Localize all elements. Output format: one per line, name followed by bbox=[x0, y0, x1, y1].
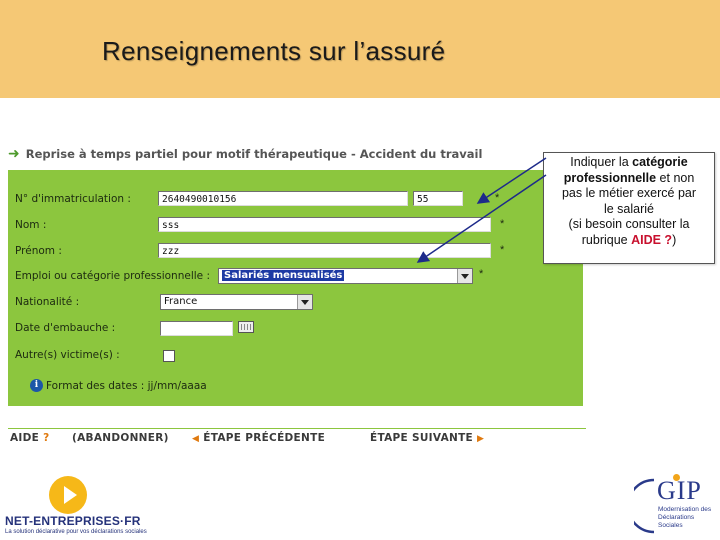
label-nationalite: Nationalité : bbox=[15, 296, 80, 308]
callout-text: ) bbox=[672, 232, 677, 247]
immatriculation-key-input[interactable]: 55 bbox=[413, 191, 463, 206]
label-autres-victimes: Autre(s) victime(s) : bbox=[15, 349, 120, 361]
gip-subtitle: Modernisation des Déclarations Sociales bbox=[658, 506, 711, 530]
nationalite-select[interactable]: France bbox=[160, 294, 313, 310]
chevron-down-icon[interactable] bbox=[457, 269, 472, 283]
prenom-input[interactable]: zzz bbox=[158, 243, 491, 258]
nom-input[interactable]: sss bbox=[158, 217, 491, 232]
net-entreprises-tagline: La solution déclarative pour vos déclara… bbox=[5, 529, 147, 535]
required-mark: * bbox=[495, 192, 500, 204]
callout-text: et non bbox=[656, 170, 695, 185]
callout-aide: AIDE ? bbox=[631, 232, 673, 247]
label-date-embauche: Date d'embauche : bbox=[15, 322, 116, 334]
label-immatriculation: N° d'immatriculation : bbox=[15, 193, 131, 205]
info-icon: i bbox=[30, 379, 43, 392]
required-mark: * bbox=[479, 268, 484, 280]
callout-arrow-lower bbox=[416, 174, 547, 263]
etape-precedente-link[interactable]: ◀ ÉTAPE PRÉCÉDENTE bbox=[192, 432, 325, 444]
aide-label: AIDE bbox=[10, 432, 40, 444]
callout-text: pas le métier exercé par bbox=[561, 186, 697, 200]
etape-suivante-link[interactable]: ÉTAPE SUIVANTE ▶ bbox=[370, 432, 484, 444]
emploi-select[interactable]: Salariés mensualisés bbox=[218, 268, 473, 284]
emploi-selected-value: Salariés mensualisés bbox=[222, 270, 345, 281]
etape-suivante-label: ÉTAPE SUIVANTE bbox=[370, 432, 474, 444]
label-nom: Nom : bbox=[15, 219, 47, 231]
gip-arc-icon bbox=[634, 478, 655, 534]
net-entreprises-logo: NET-ENTREPRISES·FR bbox=[5, 514, 141, 528]
gip-dot-icon bbox=[673, 474, 680, 481]
callout-text: (si besoin consulter la bbox=[568, 217, 690, 231]
callout-text: Indiquer la bbox=[570, 155, 633, 169]
slide-title: Renseignements sur l’assuré bbox=[102, 36, 446, 66]
calendar-icon[interactable] bbox=[238, 321, 254, 333]
callout-arrow-upper bbox=[476, 157, 547, 204]
autres-victimes-checkbox[interactable] bbox=[163, 350, 175, 362]
form-title: ➜ Reprise à temps partiel pour motif thér… bbox=[8, 146, 482, 162]
label-emploi: Emploi ou catégorie professionnelle : bbox=[15, 270, 210, 282]
callout-text: rubrique bbox=[581, 232, 632, 247]
chevron-down-icon[interactable] bbox=[297, 295, 312, 309]
label-prenom: Prénom : bbox=[15, 245, 62, 257]
nav-divider bbox=[8, 428, 586, 429]
immatriculation-input[interactable]: 2640490010156 bbox=[158, 191, 408, 206]
help-icon: ? bbox=[43, 432, 50, 444]
required-mark: * bbox=[500, 218, 505, 230]
date-embauche-input[interactable] bbox=[160, 321, 233, 336]
gip-subtitle-line: Déclarations bbox=[658, 514, 695, 521]
callout-text: le salarié bbox=[603, 201, 655, 216]
gip-subtitle-line: Modernisation des bbox=[658, 506, 712, 513]
gip-subtitle-line: Sociales bbox=[658, 522, 683, 529]
arrow-right-icon: ➜ bbox=[8, 146, 20, 162]
slide-banner: Renseignements sur l’assuré bbox=[0, 0, 720, 98]
aide-link[interactable]: AIDE ? bbox=[10, 432, 50, 444]
play-logo-icon bbox=[49, 476, 87, 514]
form-panel bbox=[8, 170, 583, 406]
abandonner-link[interactable]: (ABANDONNER) bbox=[72, 432, 169, 444]
instruction-callout: Indiquer la catégorie professionnelle et… bbox=[543, 152, 715, 264]
gip-logo: GIP bbox=[657, 476, 702, 505]
form-title-text: Reprise à temps partiel pour motif théra… bbox=[25, 147, 483, 161]
nationalite-selected-value: France bbox=[164, 296, 198, 307]
triangle-right-icon: ▶ bbox=[477, 434, 485, 444]
required-mark: * bbox=[500, 244, 505, 256]
callout-bold: catégorie bbox=[632, 155, 688, 169]
triangle-left-icon: ◀ bbox=[192, 434, 200, 444]
callout-bold: professionnelle bbox=[563, 170, 657, 185]
etape-precedente-label: ÉTAPE PRÉCÉDENTE bbox=[203, 432, 326, 444]
date-format-note: Format des dates : jj/mm/aaaa bbox=[46, 380, 207, 392]
